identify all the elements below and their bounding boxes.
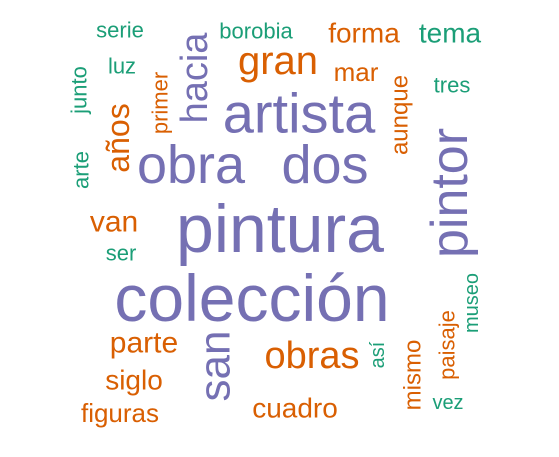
word-san: san — [191, 331, 240, 402]
word-obras: obras — [264, 335, 359, 377]
word-ser: ser — [106, 241, 137, 266]
word-van: van — [90, 206, 138, 239]
word-tres: tres — [434, 73, 471, 98]
word-dos: dos — [281, 135, 368, 195]
word-primer: primer — [148, 72, 173, 134]
word-museo: museo — [461, 273, 483, 333]
word-hacia: hacia — [174, 32, 216, 124]
word-forma: forma — [328, 18, 400, 49]
word-figuras: figuras — [81, 398, 159, 428]
word-arte: arte — [69, 151, 94, 189]
word-coleccion: colección — [114, 261, 389, 335]
word-aunque: aunque — [387, 75, 414, 155]
word-paisaje: paisaje — [435, 310, 460, 380]
word-pintor: pintor — [421, 128, 479, 258]
word-asi: así — [367, 341, 389, 368]
word-vez: vez — [432, 392, 463, 414]
word-borobia: borobia — [219, 19, 293, 44]
word-gran: gran — [238, 39, 318, 83]
word-obra: obra — [137, 135, 246, 195]
word-tema: tema — [419, 18, 482, 49]
word-mar: mar — [334, 57, 379, 87]
word-junto: junto — [67, 66, 92, 115]
word-artista: artista — [223, 82, 376, 145]
word-serie: serie — [96, 18, 144, 43]
word-mismo: mismo — [400, 340, 427, 411]
word-pintura: pintura — [176, 191, 384, 267]
word-anos: años — [100, 103, 136, 172]
word-siglo: siglo — [105, 365, 163, 396]
word-luz: luz — [108, 54, 136, 79]
word-parte: parte — [110, 327, 178, 360]
word-cuadro: cuadro — [252, 393, 338, 424]
